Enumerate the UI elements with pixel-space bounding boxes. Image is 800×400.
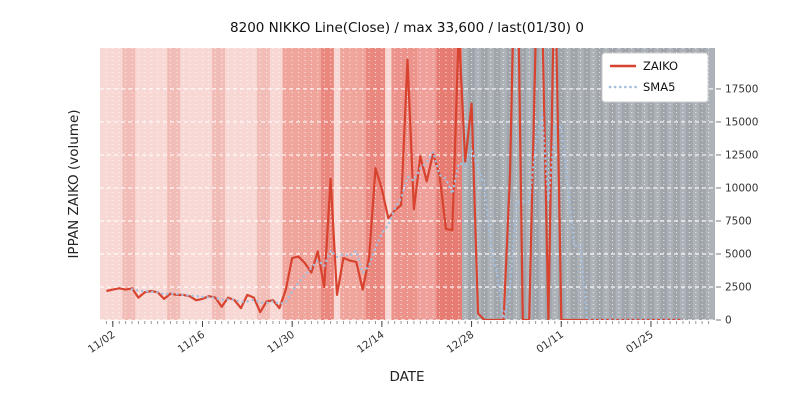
background-band bbox=[340, 48, 366, 320]
x-tick-label: 11/16 bbox=[176, 328, 208, 355]
y-tick-label: 17500 bbox=[725, 83, 758, 95]
legend-sma5-label: SMA5 bbox=[643, 80, 675, 94]
y-tick-label: 2500 bbox=[725, 281, 752, 293]
sma5-line bbox=[130, 112, 685, 320]
legend: ZAIKO SMA5 bbox=[601, 52, 709, 103]
y-tick-label: 5000 bbox=[725, 248, 752, 260]
x-tick-label: 12/28 bbox=[445, 329, 477, 356]
gridlines bbox=[100, 48, 715, 321]
x-tick-label: 01/25 bbox=[624, 329, 656, 356]
y-tick-label: 12500 bbox=[725, 149, 758, 161]
x-tick-label: 01/11 bbox=[534, 329, 566, 356]
y-tick-label: 10000 bbox=[725, 182, 758, 194]
x-tick-label: 12/14 bbox=[355, 328, 387, 355]
chart-title: 8200 NIKKO Line(Close) / max 33,600 / la… bbox=[230, 20, 584, 36]
series-lines bbox=[106, 48, 685, 320]
y-axis-label: IPPAN ZAIKO (volume) bbox=[66, 109, 82, 258]
x-tick-label: 11/02 bbox=[86, 329, 118, 356]
legend-zaiko-label: ZAIKO bbox=[643, 59, 678, 73]
y-tick-label: 0 bbox=[725, 315, 732, 327]
y-tick-label: 15000 bbox=[725, 116, 758, 128]
y-tick-label: 7500 bbox=[725, 215, 752, 227]
x-tick-label: 11/30 bbox=[265, 329, 297, 356]
zaiko-line bbox=[106, 48, 683, 320]
x-axis-label: DATE bbox=[389, 369, 424, 385]
